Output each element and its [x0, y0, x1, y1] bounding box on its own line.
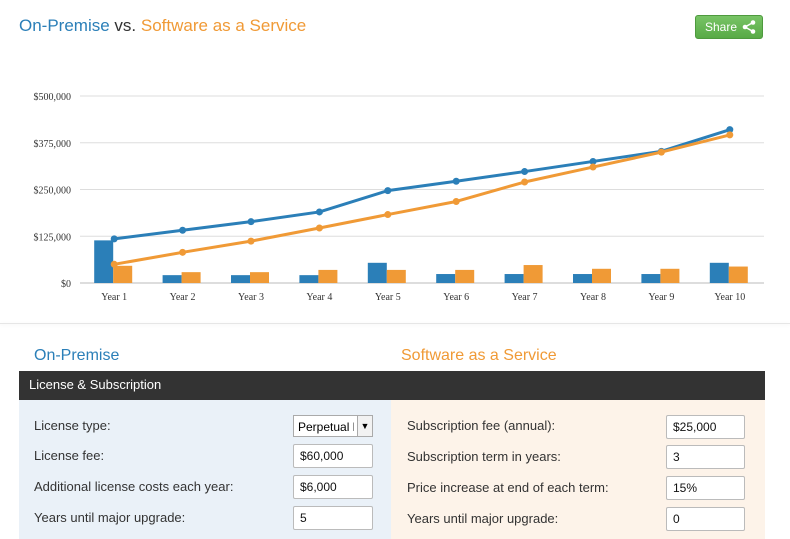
price-increase-label: Price increase at end of each term: [407, 480, 609, 495]
point-saas [247, 237, 255, 245]
bar-onprem [299, 275, 319, 283]
x-tick-label: Year 3 [238, 292, 264, 303]
bar-onprem [231, 275, 250, 283]
license-type-label: License type: [34, 418, 111, 433]
section-title: License & Subscription [29, 377, 162, 392]
section-bar: License & Subscription [19, 371, 765, 400]
point-onprem [179, 226, 187, 234]
bar-saas [592, 268, 611, 283]
saas-heading: Software as a Service [401, 347, 557, 364]
x-tick-label: Year 2 [170, 292, 196, 303]
point-onprem [315, 208, 323, 216]
license-type-value: Perpetual li [298, 420, 354, 434]
point-onprem [521, 168, 529, 176]
point-onprem [247, 218, 255, 226]
saas-upgrade-input[interactable]: 0 [666, 507, 745, 531]
share-button[interactable]: Share [695, 15, 763, 39]
point-saas [589, 163, 597, 171]
bar-onprem [94, 240, 114, 283]
subscription-term-label: Subscription term in years: [407, 449, 561, 464]
point-onprem [726, 126, 734, 134]
y-tick-label: $0 [61, 279, 71, 290]
y-tick-label: $375,000 [34, 139, 72, 150]
bar-saas [455, 269, 475, 283]
bar-saas [250, 272, 269, 283]
onprem-upgrade-label: Years until major upgrade: [34, 510, 186, 525]
share-icon [742, 20, 756, 34]
cost-chart: $0 $125,000 $250,000 $375,000 $500,000 Year 1… [34, 92, 764, 303]
chevron-down-icon: ▼ [357, 416, 372, 436]
point-onprem [110, 235, 118, 243]
bar-saas [181, 272, 201, 283]
x-tick-label: Year 8 [580, 292, 606, 303]
license-fee-input[interactable]: $60,000 [293, 444, 373, 468]
point-saas [657, 148, 665, 156]
title-saas: Software as a Service [140, 16, 307, 35]
bar-onprem [709, 262, 729, 283]
point-saas [452, 197, 460, 205]
title-onprem: On-Premise [19, 16, 110, 35]
license-type-select[interactable]: Perpetual li ▼ [293, 415, 373, 437]
line-onprem [114, 128, 731, 241]
x-tick-label: Year 7 [512, 292, 538, 303]
bar-onprem [436, 274, 456, 283]
point-saas [521, 178, 529, 186]
bar-saas [318, 269, 338, 283]
section-divider [0, 323, 790, 324]
bar-saas [386, 269, 406, 283]
x-tick-label: Year 10 [714, 292, 745, 303]
page-title: On-Premise vs. Software as a Service [19, 16, 306, 36]
bar-onprem [367, 262, 387, 283]
x-tick-label: Year 5 [375, 292, 401, 303]
x-tick-label: Year 1 [101, 292, 127, 303]
additional-costs-input[interactable]: $6,000 [293, 475, 373, 499]
bar-onprem [573, 274, 592, 283]
additional-costs-label: Additional license costs each year: [34, 479, 234, 494]
saas-upgrade-label: Years until major upgrade: [407, 511, 559, 526]
subscription-fee-input[interactable]: $25,000 [666, 415, 745, 439]
price-increase-input[interactable]: 15% [666, 476, 745, 500]
point-saas [384, 211, 392, 219]
subscription-fee-label: Subscription fee (annual): [407, 418, 556, 433]
y-tick-label: $250,000 [34, 186, 72, 197]
bar-onprem [162, 275, 182, 283]
point-saas [315, 224, 323, 232]
point-onprem [452, 177, 460, 185]
point-saas [179, 248, 187, 256]
y-tick-label: $125,000 [34, 232, 72, 243]
point-saas [110, 260, 118, 268]
license-fee-label: License fee: [34, 448, 105, 463]
title-vs: vs. [114, 16, 137, 35]
bar-onprem [504, 274, 524, 283]
bar-saas [660, 268, 680, 283]
line-saas [113, 133, 731, 266]
x-tick-label: Year 6 [443, 292, 469, 303]
bar-saas [728, 266, 748, 283]
bar-onprem [641, 274, 661, 283]
point-onprem [589, 157, 597, 165]
subscription-term-input[interactable]: 3 [666, 445, 745, 469]
share-label: Share [705, 20, 738, 34]
point-saas [726, 131, 734, 139]
bar-saas [113, 265, 133, 283]
x-tick-label: Year 4 [306, 292, 332, 303]
onprem-heading: On-Premise [34, 347, 120, 364]
y-tick-label: $500,000 [34, 92, 72, 103]
x-tick-label: Year 9 [648, 292, 674, 303]
bar-saas [523, 265, 543, 283]
onprem-upgrade-input[interactable]: 5 [293, 506, 373, 530]
point-onprem [384, 187, 392, 195]
